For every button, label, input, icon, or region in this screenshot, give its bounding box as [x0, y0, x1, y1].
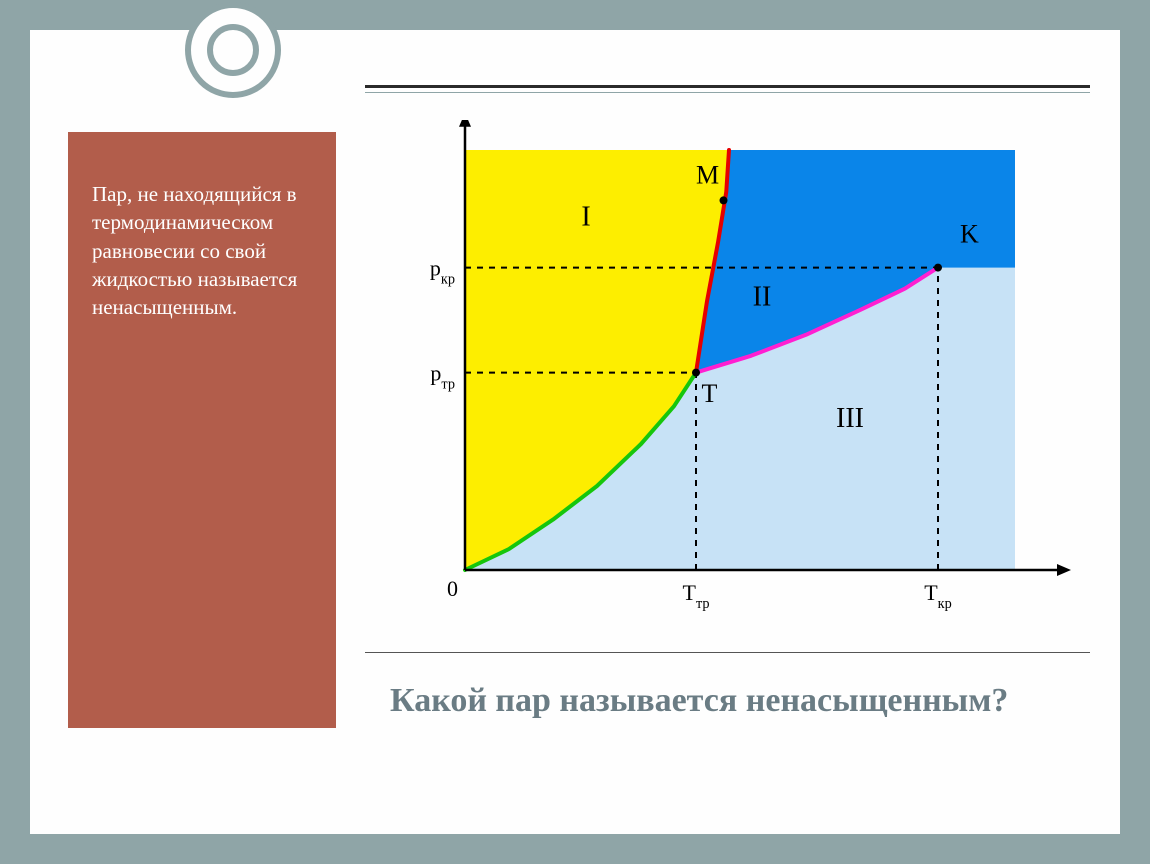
- question-heading: Какой пар называется ненасыщенным?: [390, 680, 1070, 723]
- svg-text:Tкр: Tкр: [924, 580, 952, 612]
- bottom-divider: [365, 652, 1090, 653]
- svg-text:pтр: pтр: [430, 361, 455, 393]
- svg-text:I: I: [581, 202, 590, 233]
- top-divider-thin: [365, 92, 1090, 93]
- top-divider: [365, 85, 1090, 88]
- phase-diagram: 0pTpтрpкрTтрTкрIIIIIITMK: [375, 120, 1075, 640]
- svg-text:II: II: [753, 281, 772, 312]
- svg-text:III: III: [836, 403, 864, 434]
- svg-text:T: T: [702, 379, 718, 408]
- slide: Пар, не находящийся в термодинамическом …: [30, 30, 1120, 834]
- sidebar-text: Пар, не находящийся в термодинамическом …: [92, 180, 312, 322]
- svg-text:K: K: [960, 219, 979, 248]
- decor-ring-icon: [185, 2, 281, 98]
- sidebar-panel: Пар, не находящийся в термодинамическом …: [68, 132, 336, 728]
- svg-text:0: 0: [447, 576, 458, 601]
- svg-text:Tтр: Tтр: [682, 580, 709, 612]
- svg-text:pкр: pкр: [430, 256, 455, 288]
- svg-text:M: M: [696, 161, 719, 190]
